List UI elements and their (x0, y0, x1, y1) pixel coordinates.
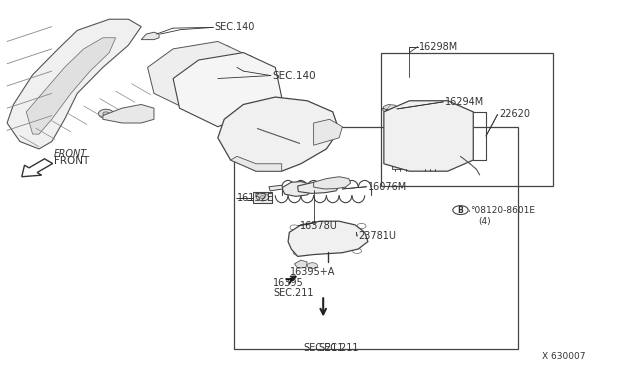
Polygon shape (383, 105, 398, 114)
Polygon shape (269, 185, 283, 191)
Text: 16395+A: 16395+A (290, 267, 335, 277)
Text: SEC.211: SEC.211 (273, 288, 314, 298)
Bar (381, 52, 553, 186)
Text: SEC.140: SEC.140 (214, 22, 255, 32)
Polygon shape (298, 180, 339, 193)
Polygon shape (26, 38, 116, 134)
Polygon shape (282, 182, 314, 196)
Text: 16076M: 16076M (368, 182, 407, 192)
Text: 16395: 16395 (273, 278, 304, 288)
Ellipse shape (199, 68, 256, 108)
Text: 22620: 22620 (499, 109, 530, 119)
Circle shape (307, 263, 317, 269)
Bar (234, 127, 518, 349)
Polygon shape (148, 41, 256, 112)
Circle shape (103, 112, 109, 116)
Bar (421, 155, 447, 169)
Ellipse shape (303, 224, 353, 252)
FancyArrow shape (22, 159, 52, 177)
Text: SEC.211: SEC.211 (303, 343, 344, 353)
Polygon shape (314, 177, 351, 189)
Circle shape (256, 193, 269, 201)
Circle shape (99, 109, 114, 118)
Ellipse shape (404, 119, 452, 153)
Polygon shape (294, 260, 307, 268)
Text: 16294M: 16294M (445, 97, 484, 107)
Text: FRONT: FRONT (54, 156, 89, 166)
Text: °08120-8601E: °08120-8601E (470, 206, 535, 215)
Bar (392, 155, 417, 169)
Polygon shape (173, 52, 282, 127)
Polygon shape (288, 221, 368, 256)
Bar (253, 192, 272, 203)
Text: SEC.211: SEC.211 (319, 343, 359, 353)
Text: FRONT: FRONT (54, 148, 87, 158)
Text: X 630007: X 630007 (542, 352, 586, 361)
Text: B: B (458, 206, 463, 215)
Ellipse shape (312, 229, 343, 247)
Polygon shape (103, 105, 154, 123)
Text: SEC.140: SEC.140 (272, 71, 316, 81)
Ellipse shape (413, 126, 444, 146)
Ellipse shape (255, 119, 303, 153)
Text: 16152E: 16152E (237, 193, 274, 203)
Polygon shape (384, 101, 473, 171)
Text: (4): (4) (478, 217, 491, 226)
Ellipse shape (242, 112, 316, 160)
Polygon shape (218, 97, 339, 171)
Ellipse shape (174, 57, 230, 96)
Polygon shape (230, 156, 282, 171)
Text: 16378U: 16378U (300, 221, 337, 231)
Text: 16298M: 16298M (419, 42, 458, 52)
Polygon shape (7, 19, 141, 149)
Polygon shape (141, 32, 159, 39)
Circle shape (289, 186, 302, 193)
Text: 23781U: 23781U (358, 231, 396, 241)
Circle shape (260, 196, 265, 199)
Polygon shape (314, 119, 342, 145)
